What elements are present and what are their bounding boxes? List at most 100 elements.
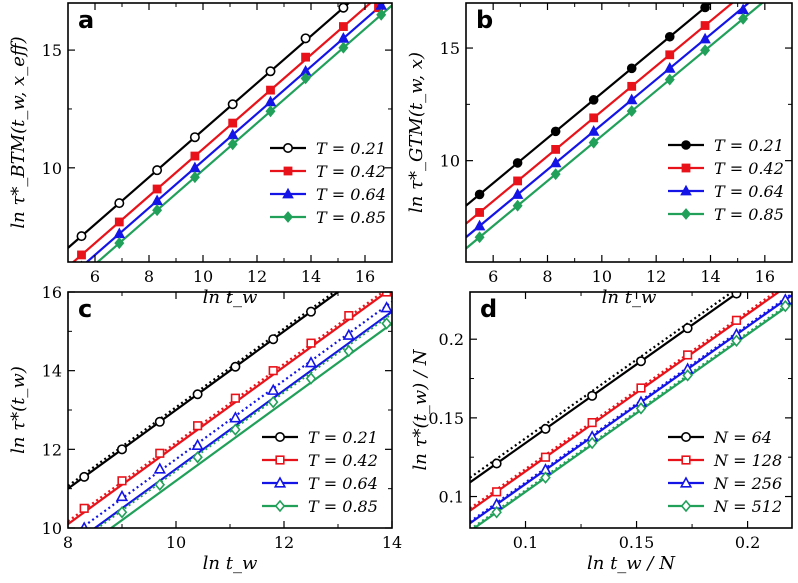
data-point — [588, 95, 599, 105]
data-point — [492, 487, 502, 497]
data-point — [550, 126, 561, 137]
legend-marker — [681, 163, 691, 173]
y-tick-label: 0.15 — [428, 409, 464, 428]
data-point — [682, 369, 693, 382]
data-point — [682, 323, 693, 334]
data-point — [268, 334, 279, 345]
legend-label: T = 0.85 — [714, 205, 784, 224]
data-point — [475, 208, 484, 217]
x-tick-label: 10 — [193, 267, 213, 286]
legend-item: T = 0.85 — [668, 205, 784, 224]
x-tick-label: 6 — [90, 267, 100, 286]
data-point — [540, 423, 551, 434]
data-point — [473, 219, 486, 231]
data-point — [230, 393, 241, 403]
data-point — [511, 188, 524, 199]
y-tick-label: 14 — [42, 362, 62, 381]
data-point — [589, 113, 599, 123]
data-point — [491, 458, 502, 469]
data-point — [731, 334, 742, 348]
data-point — [588, 136, 599, 149]
legend-label: T = 0.42 — [308, 451, 378, 470]
data-point — [230, 361, 241, 372]
data-point — [301, 52, 310, 62]
x-tick-label: 8 — [63, 533, 73, 552]
legend-label: N = 256 — [713, 474, 782, 493]
data-point — [512, 199, 523, 212]
legend-marker — [679, 476, 693, 488]
data-point — [191, 438, 204, 451]
data-point — [664, 73, 675, 86]
data-point — [344, 310, 354, 321]
data-point — [731, 315, 742, 325]
x-tick-label: 14 — [301, 267, 321, 286]
data-point — [115, 489, 129, 502]
legend-marker — [274, 499, 286, 513]
y-axis-label: ln τ*_BTM(t_w, x_eff) — [8, 36, 29, 228]
y-axis-label: ln τ*_GTM(t_w, x) — [406, 52, 427, 213]
data-point — [376, 8, 387, 21]
x-axis-label: ln t_w — [602, 287, 657, 308]
data-point — [300, 33, 311, 44]
x-tick-label: 14 — [700, 267, 720, 286]
panel-label: d — [480, 295, 497, 323]
x-tick-label: 10 — [166, 533, 186, 552]
data-point — [304, 356, 318, 368]
data-point — [338, 3, 349, 13]
x-axis-label: ln t_w / N — [587, 553, 676, 574]
data-point — [683, 350, 693, 360]
data-point — [587, 390, 598, 401]
legend-label: T = 0.64 — [714, 182, 784, 201]
legend-marker — [680, 499, 692, 513]
data-point — [381, 317, 392, 330]
legend-item: T = 0.85 — [270, 208, 386, 227]
data-point — [491, 506, 502, 519]
data-point — [268, 366, 278, 376]
panel-b: 6 8 10 12 14 16 10 15 b ln t_w ln τ*_GTM(t_w, x) T … — [406, 2, 793, 308]
x-tick-label: 0.2 — [735, 533, 760, 552]
legend-label: T = 0.64 — [308, 474, 378, 493]
y-tick-label: 16 — [42, 283, 62, 302]
legend-label: T = 0.85 — [316, 208, 386, 227]
data-point — [265, 66, 276, 77]
data-point — [305, 306, 316, 317]
data-point — [189, 132, 200, 143]
legend-label: T = 0.21 — [308, 428, 378, 447]
data-point — [780, 299, 791, 313]
y-axis-label: ln τ*(t_w) — [8, 366, 29, 454]
data-point — [306, 338, 316, 348]
data-point — [700, 21, 710, 30]
data-point — [228, 118, 238, 128]
data-point — [636, 383, 646, 393]
legend-marker — [283, 166, 293, 176]
data-point — [549, 156, 562, 168]
legend-item: N = 128 — [668, 451, 782, 470]
data-point — [190, 151, 200, 161]
data-point — [265, 105, 276, 118]
data-point — [114, 217, 124, 227]
fit-line-4 — [109, 322, 392, 528]
y-tick-label: 15 — [42, 41, 62, 60]
legend-label: N = 512 — [713, 497, 782, 516]
data-point — [664, 31, 675, 42]
data-point — [586, 436, 598, 450]
panel-label: b — [476, 6, 493, 34]
y-tick-label: 15 — [440, 39, 460, 58]
data-point — [193, 421, 203, 431]
data-point — [114, 237, 125, 250]
data-point — [540, 471, 551, 484]
data-point — [154, 416, 165, 427]
x-tick-label: 0.1 — [513, 533, 538, 552]
data-point — [635, 402, 647, 415]
axes-frame — [469, 291, 793, 529]
data-point — [512, 158, 523, 168]
dotted-line-1 — [470, 292, 734, 479]
data-point — [587, 125, 600, 136]
data-point — [700, 3, 710, 13]
data-point — [79, 503, 89, 513]
legend-item: T = 0.42 — [262, 451, 378, 470]
dotted-line-3 — [470, 292, 792, 523]
x-tick-label: 6 — [488, 267, 498, 286]
legend-label: T = 0.85 — [308, 497, 378, 516]
y-tick-label: 12 — [42, 440, 62, 459]
